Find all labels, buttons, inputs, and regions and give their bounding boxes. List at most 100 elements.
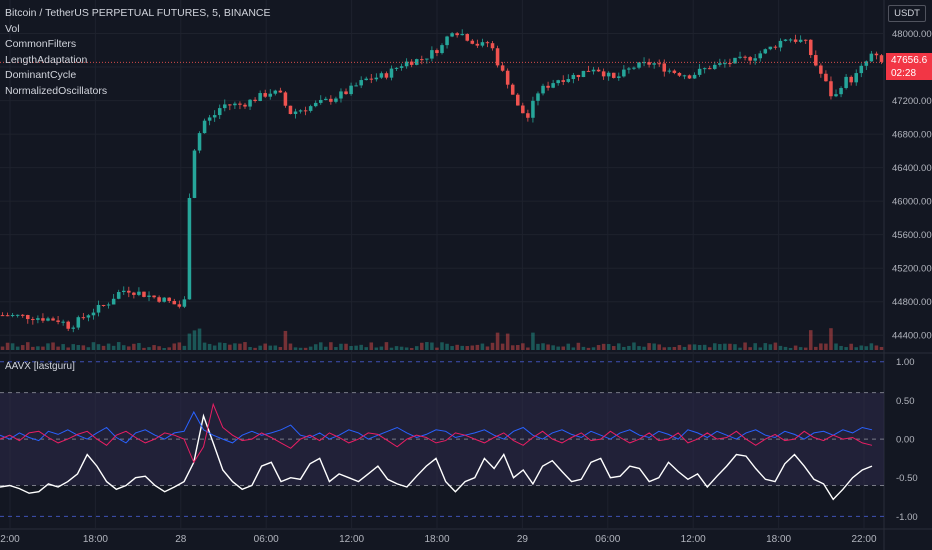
price-tick-label: 45600.00	[892, 230, 932, 241]
volume-bar	[768, 344, 773, 350]
volume-bar	[101, 345, 106, 350]
volume-bar	[142, 347, 146, 350]
candle-body	[233, 103, 237, 106]
volume-bar	[723, 343, 727, 350]
time-tick-label: 12:00	[339, 534, 364, 545]
volume-bar	[854, 347, 858, 350]
symbol-title[interactable]: Bitcoin / TetherUS PERPETUAL FUTURES, 5,…	[5, 7, 271, 19]
price-tick-label: 48000.00	[892, 29, 932, 40]
candle-body	[132, 292, 136, 295]
volume-bar	[197, 328, 202, 350]
candle-body	[172, 300, 177, 305]
volume-bar	[707, 347, 712, 350]
candle-body	[601, 71, 606, 77]
volume-bar	[450, 346, 454, 350]
volume-bar	[76, 345, 81, 350]
legend-indicator-lengthadaptation[interactable]: LengthAdaptation	[5, 53, 88, 66]
legend-indicator-vol[interactable]: Vol	[5, 22, 20, 35]
candle-body	[313, 102, 318, 107]
candle-body	[581, 70, 586, 78]
candle-body	[26, 315, 30, 320]
oscillator-tick-label: -0.50	[896, 473, 918, 484]
volume-bar	[738, 347, 742, 350]
volume-bar	[46, 343, 50, 350]
volume-bar	[278, 347, 283, 350]
volume-bar	[334, 347, 338, 350]
candle-body	[137, 291, 141, 295]
volume-bar	[500, 343, 505, 350]
last-price-tag: 47656.6 02:28	[886, 53, 932, 81]
candle-body	[273, 90, 278, 94]
candle-body	[409, 61, 414, 65]
time-tick-label: 12:00	[681, 534, 706, 545]
candle-body	[677, 72, 682, 76]
candle-body	[707, 68, 712, 70]
candle-body	[167, 297, 171, 301]
candle-body	[521, 105, 525, 114]
volume-bar	[15, 346, 20, 350]
oscillator-title[interactable]: AAVX [lastguru]	[5, 361, 75, 372]
legend-indicator-dominantcycle[interactable]: DominantCycle	[5, 69, 77, 81]
candle-body	[157, 297, 161, 302]
volume-bar	[233, 343, 237, 350]
volume-bar	[121, 345, 126, 350]
candle-body	[773, 46, 778, 48]
candle-body	[223, 104, 227, 109]
candle-body	[66, 321, 70, 329]
candle-body	[152, 295, 156, 298]
time-tick-label: 06:00	[254, 534, 279, 545]
candle-body	[576, 74, 581, 78]
candle-body	[733, 57, 737, 64]
candle-body	[824, 73, 828, 82]
candle-body	[480, 42, 485, 46]
volume-bar	[111, 345, 116, 350]
volume-bar	[490, 342, 495, 350]
candle-body	[0, 315, 5, 317]
volume-bar	[86, 347, 91, 350]
candle-body	[596, 69, 601, 72]
volume-bar	[167, 347, 171, 350]
candle-body	[303, 110, 308, 112]
candle-body	[354, 85, 358, 87]
volume-bar	[748, 347, 752, 350]
candle-body	[526, 113, 530, 118]
candle-body	[541, 85, 545, 94]
volume-bar	[177, 342, 182, 350]
candle-body	[36, 318, 40, 320]
candle-body	[546, 85, 550, 88]
oscillator-tick-label: 1.00	[896, 357, 915, 368]
volume-bar	[243, 342, 247, 350]
candle-body	[783, 39, 788, 41]
legend-indicator-commonfilters[interactable]: CommonFilters	[5, 38, 77, 50]
candle-body	[748, 57, 752, 61]
volume-bar	[753, 343, 757, 350]
volume-bar	[147, 347, 151, 350]
volume-bar	[773, 342, 778, 350]
volume-bar	[531, 332, 535, 350]
volume-bar	[556, 346, 560, 350]
legend-indicator-normalizedoscillators[interactable]: NormalizedOscillators	[5, 84, 108, 97]
candle-body	[617, 76, 621, 78]
volume-bar	[192, 330, 197, 350]
volume-bar	[435, 347, 439, 350]
candle-body	[111, 298, 116, 305]
volume-bar	[202, 342, 207, 350]
currency-badge[interactable]: USDT	[888, 5, 926, 22]
time-axis[interactable]: 2:00 18:00 28 06:00 12:00 18:00 29 06:00 12:00 18…	[0, 534, 877, 545]
volume-bar	[844, 347, 848, 350]
candle-body	[91, 312, 96, 316]
volume-bar	[601, 343, 606, 350]
candle-body	[778, 40, 783, 48]
volume-bar	[66, 347, 70, 350]
volume-bar	[617, 343, 621, 350]
oscillator-axis[interactable]: 1.00 0.50 0.00 -0.50 -1.00	[896, 357, 918, 523]
candle-body	[743, 56, 747, 58]
candle-body	[253, 99, 257, 102]
volume-bar	[263, 343, 267, 350]
volume-bar	[793, 345, 798, 350]
candle-body	[768, 46, 773, 50]
volume-bar	[637, 346, 641, 350]
volume-bar	[253, 347, 257, 350]
price-tick-label: 45200.00	[892, 264, 932, 275]
